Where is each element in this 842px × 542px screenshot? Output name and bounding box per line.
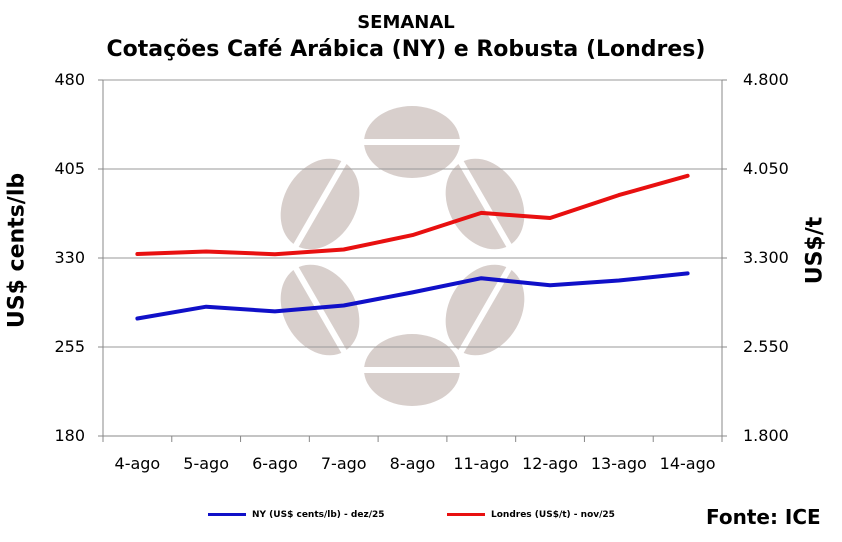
coffee-bean-logo-watermark	[280, 106, 525, 406]
coffee-bean-3	[445, 263, 525, 357]
x-tick-label: 4-ago	[114, 454, 161, 473]
legend-swatch-ny	[208, 513, 246, 516]
y-tick-label-right: 4.050	[743, 159, 789, 178]
series-lines	[135, 173, 690, 321]
legend-label-londres: Londres (US$/t) - nov/25	[491, 510, 615, 520]
series-line-ny	[135, 271, 690, 321]
y-tick-label-right: 3.300	[743, 248, 789, 267]
coffee-bean-4	[360, 334, 464, 406]
x-tick-label: 6-ago	[252, 454, 298, 473]
legend-swatch-londres	[447, 513, 485, 516]
axes	[98, 79, 727, 442]
coffee-bean-6	[280, 157, 360, 251]
y-tick-label-right: 1.800	[743, 426, 789, 445]
x-tick-label: 14-ago	[659, 454, 716, 473]
coffee-bean-5	[280, 263, 360, 357]
chart-period: SEMANAL	[357, 12, 455, 33]
y-tick-label-left: 255	[54, 337, 85, 356]
y-tick-label-right: 4.800	[743, 70, 789, 89]
coffee-bean-2	[445, 157, 525, 251]
y-tick-label-left: 480	[54, 70, 85, 89]
grid-lines	[103, 79, 722, 348]
x-tick-label: 13-ago	[590, 454, 647, 473]
source-label: Fonte: ICE	[706, 505, 821, 529]
series-line-londres	[135, 173, 690, 257]
x-tick-label: 12-ago	[522, 454, 578, 473]
legend-item-ny: NY (US$ cents/lb) - dez/25	[208, 510, 385, 520]
chart-title: Cotações Café Arábica (NY) e Robusta (Lo…	[106, 37, 706, 62]
legend-item-londres: Londres (US$/t) - nov/25	[447, 510, 615, 520]
legend-label-ny: NY (US$ cents/lb) - dez/25	[252, 510, 385, 520]
x-tick-label: 8-ago	[389, 454, 436, 473]
y-tick-label-left: 405	[54, 159, 85, 178]
x-tick-label: 5-ago	[183, 454, 229, 473]
y-tick-label-left: 330	[54, 248, 85, 267]
y-tick-label-left: 180	[54, 426, 85, 445]
coffee-bean-1	[360, 106, 464, 178]
x-tick-label: 11-ago	[453, 454, 510, 473]
x-tick-label: 7-ago	[320, 454, 367, 473]
y-tick-label-right: 2.550	[743, 337, 789, 356]
